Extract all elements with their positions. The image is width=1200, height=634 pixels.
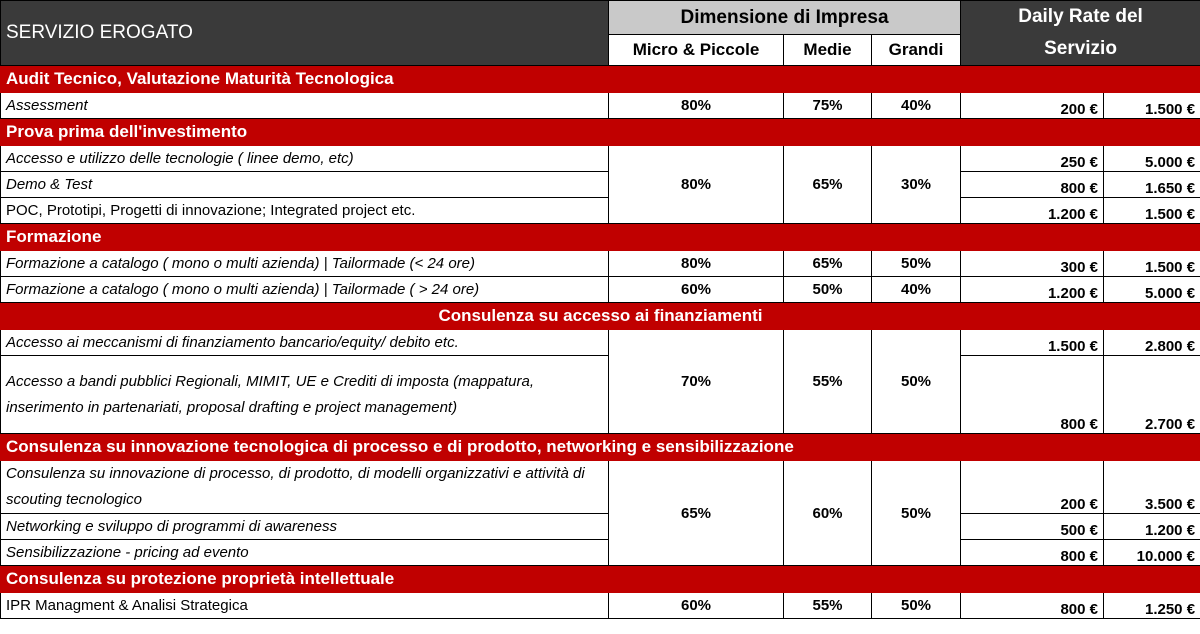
- table-row: Formazione a catalogo ( mono o multi azi…: [0, 250, 1200, 277]
- rate-min: 1.200 €: [960, 276, 1105, 303]
- rate-min: 1.200 €: [960, 197, 1105, 224]
- pct-medie: 65%: [783, 145, 872, 224]
- rate-max: 1.200 €: [1103, 513, 1200, 540]
- pct-grandi: 50%: [870, 250, 962, 277]
- rate-max: 1.250 €: [1103, 592, 1200, 619]
- pct-micro: 80%: [608, 145, 784, 224]
- pct-grandi: 50%: [870, 460, 962, 566]
- pct-medie: 60%: [783, 460, 872, 566]
- header-service-label: SERVIZIO EROGATO: [0, 0, 609, 66]
- service-rate-table: SERVIZIO EROGATO Dimensione di Impresa D…: [0, 0, 1200, 619]
- section-title: Prova prima dell'investimento: [0, 118, 1200, 146]
- section-header-row: Prova prima dell'investimento: [0, 118, 1200, 146]
- pct-medie: 65%: [783, 250, 872, 277]
- section-header-row: Consulenza su protezione proprietà intel…: [0, 565, 1200, 593]
- service-name: Assessment: [0, 92, 609, 119]
- pct-grandi: 30%: [870, 145, 962, 224]
- section-header-row: Consulenza su accesso ai finanziamenti: [0, 302, 1200, 330]
- rate-min: 800 €: [960, 355, 1105, 434]
- section-header-row: Consulenza su innovazione tecnologica di…: [0, 433, 1200, 461]
- pct-micro: 60%: [608, 276, 784, 303]
- table-row: IPR Managment & Analisi Strategica 60% 5…: [0, 592, 1200, 619]
- table-row: Formazione a catalogo ( mono o multi azi…: [0, 276, 1200, 303]
- pct-grandi: 40%: [870, 92, 962, 119]
- header-rate-label: Daily Rate del Servizio: [960, 0, 1200, 66]
- section-title: Consulenza su innovazione tecnologica di…: [0, 433, 1200, 461]
- rate-min: 800 €: [960, 171, 1105, 198]
- rate-min: 800 €: [960, 539, 1105, 566]
- pct-micro: 70%: [608, 329, 784, 434]
- section-title: Consulenza su accesso ai finanziamenti: [0, 302, 1200, 330]
- section-header-row: Audit Tecnico, Valutazione Maturità Tecn…: [0, 65, 1200, 93]
- header-dimension-label: Dimensione di Impresa: [607, 0, 962, 36]
- pct-grandi: 40%: [870, 276, 962, 303]
- header-rate-line-1: Daily Rate del: [1018, 6, 1143, 27]
- pct-micro: 60%: [608, 592, 784, 619]
- pct-medie: 55%: [783, 592, 872, 619]
- rate-min: 250 €: [960, 145, 1105, 172]
- table-row: Accesso ai meccanismi di finanziamento b…: [0, 329, 1200, 434]
- pct-micro: 65%: [608, 460, 784, 566]
- section-title: Audit Tecnico, Valutazione Maturità Tecn…: [0, 65, 1200, 93]
- service-name: Accesso a bandi pubblici Regionali, MIMI…: [0, 355, 609, 434]
- rate-max: 1.650 €: [1103, 171, 1200, 198]
- service-name: IPR Managment & Analisi Strategica: [0, 592, 609, 619]
- pct-medie: 50%: [783, 276, 872, 303]
- service-name: Formazione a catalogo ( mono o multi azi…: [0, 250, 609, 277]
- service-name: Accesso ai meccanismi di finanziamento b…: [0, 329, 609, 356]
- rate-max: 1.500 €: [1103, 92, 1200, 119]
- header-col-grandi: Grandi: [870, 34, 962, 66]
- rate-min: 300 €: [960, 250, 1105, 277]
- service-name: Accesso e utilizzo delle tecnologie ( li…: [0, 145, 609, 172]
- section-title: Formazione: [0, 223, 1200, 251]
- rate-max: 5.000 €: [1103, 145, 1200, 172]
- pct-grandi: 50%: [870, 592, 962, 619]
- rate-min: 200 €: [960, 92, 1105, 119]
- pct-micro: 80%: [608, 250, 784, 277]
- service-name: POC, Prototipi, Progetti di innovazione;…: [0, 197, 609, 224]
- rate-max: 2.800 €: [1103, 329, 1200, 356]
- section-title: Consulenza su protezione proprietà intel…: [0, 565, 1200, 593]
- section-header-row: Formazione: [0, 223, 1200, 251]
- rate-max: 2.700 €: [1103, 355, 1200, 434]
- rate-max: 5.000 €: [1103, 276, 1200, 303]
- header-col-medie: Medie: [783, 34, 872, 66]
- header-rate-line-2: Servizio: [1044, 38, 1117, 59]
- table-row: Sensibilizzazione - pricing ad evento 80…: [0, 539, 1200, 566]
- service-name: Sensibilizzazione - pricing ad evento: [0, 539, 609, 566]
- table-row: Accesso e utilizzo delle tecnologie ( li…: [0, 145, 1200, 224]
- pct-medie: 55%: [783, 329, 872, 434]
- rate-min: 500 €: [960, 513, 1105, 540]
- table-row: Consulenza su innovazione di processo, d…: [0, 460, 1200, 566]
- rate-max: 1.500 €: [1103, 197, 1200, 224]
- pct-micro: 80%: [608, 92, 784, 119]
- rate-min: 1.500 €: [960, 329, 1105, 356]
- rate-max: 1.500 €: [1103, 250, 1200, 277]
- service-name: Demo & Test: [0, 171, 609, 198]
- rate-max: 10.000 €: [1103, 539, 1200, 566]
- header-col-micro: Micro & Piccole: [608, 34, 784, 66]
- service-name: Networking e sviluppo di programmi di aw…: [0, 513, 609, 540]
- table-row: Demo & Test 800 € 1.650 €: [0, 171, 1200, 198]
- pct-grandi: 50%: [870, 329, 962, 434]
- rate-min: 800 €: [960, 592, 1105, 619]
- table-row: POC, Prototipi, Progetti di innovazione;…: [0, 197, 1200, 224]
- service-name: Consulenza su innovazione di processo, d…: [0, 460, 609, 514]
- rate-max: 3.500 €: [1103, 460, 1200, 514]
- pct-medie: 75%: [783, 92, 872, 119]
- service-name: Formazione a catalogo ( mono o multi azi…: [0, 276, 609, 303]
- table-row: Accesso a bandi pubblici Regionali, MIMI…: [0, 355, 1200, 434]
- rate-min: 200 €: [960, 460, 1105, 514]
- table-row: Assessment 80% 75% 40% 200 € 1.500 €: [0, 92, 1200, 119]
- table-row: Networking e sviluppo di programmi di aw…: [0, 513, 1200, 540]
